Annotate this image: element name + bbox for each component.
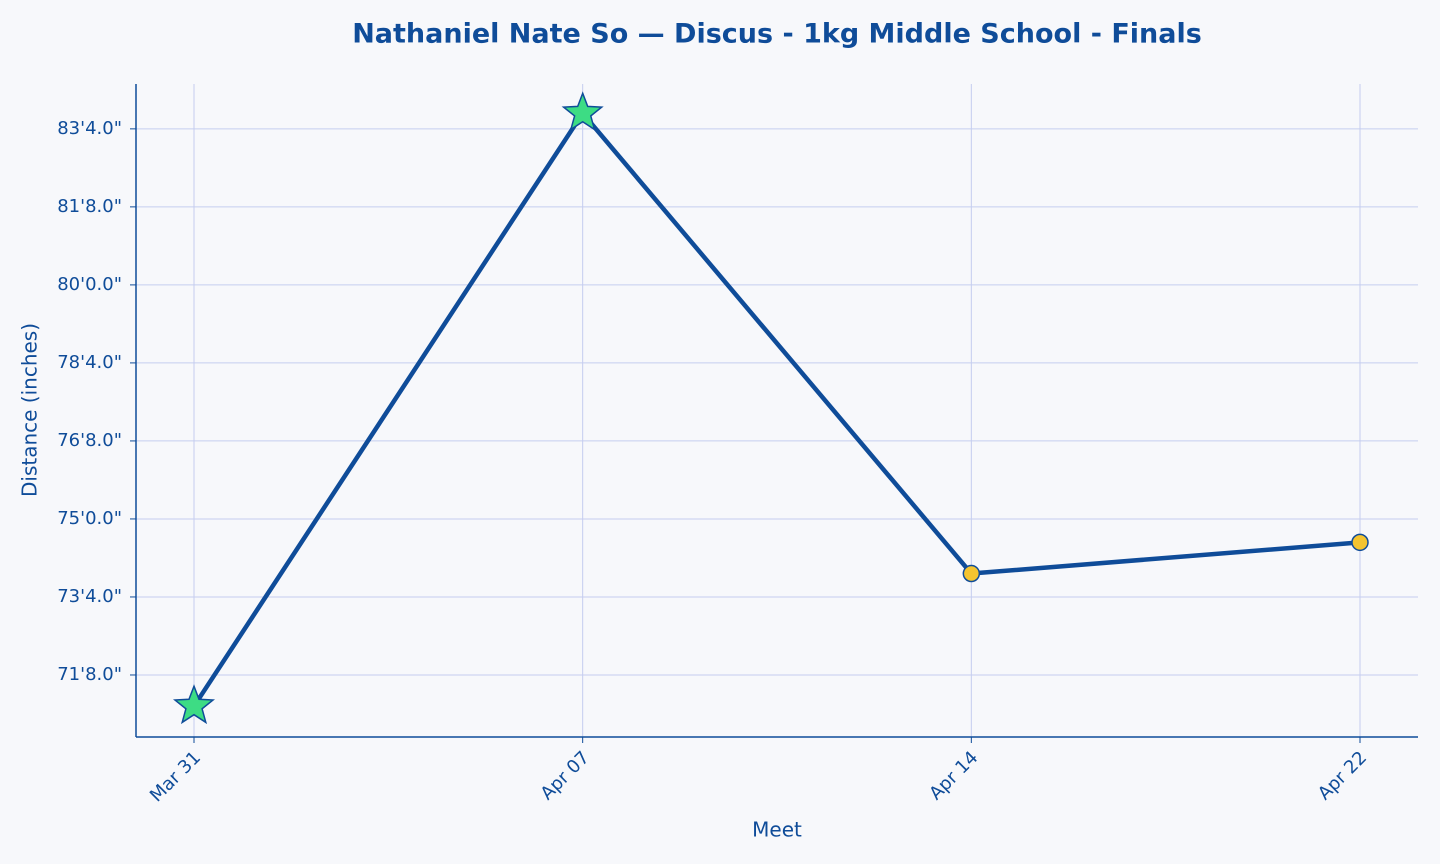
x-tick-label: Apr 22	[1314, 747, 1371, 804]
star-marker	[561, 91, 604, 132]
point-marker	[962, 564, 981, 583]
x-axis-label: Meet	[752, 818, 802, 842]
y-tick-label: 81'8.0"	[57, 196, 122, 217]
x-tick-label: Mar 31	[146, 747, 205, 806]
y-tick-label: 78'4.0"	[57, 352, 122, 373]
point-marker	[1351, 533, 1369, 552]
chart-title: Nathaniel Nate So — Discus - 1kg Middle …	[352, 19, 1202, 50]
y-axis-label: Distance (inches)	[18, 323, 42, 497]
line	[192, 111, 1361, 708]
y-tick-label: 80'0.0"	[57, 274, 122, 295]
y-tick-label: 76'8.0"	[57, 430, 122, 451]
star-marker	[172, 684, 216, 725]
y-tick-label: 73'4.0"	[57, 586, 122, 607]
x-tick-label: Apr 14	[925, 747, 982, 804]
x-tick-label: Apr 07	[537, 747, 594, 804]
y-tick-label: 71'8.0"	[57, 664, 122, 685]
y-tick-label: 75'0.0"	[57, 508, 122, 529]
y-tick-label: 83'4.0"	[57, 118, 122, 139]
